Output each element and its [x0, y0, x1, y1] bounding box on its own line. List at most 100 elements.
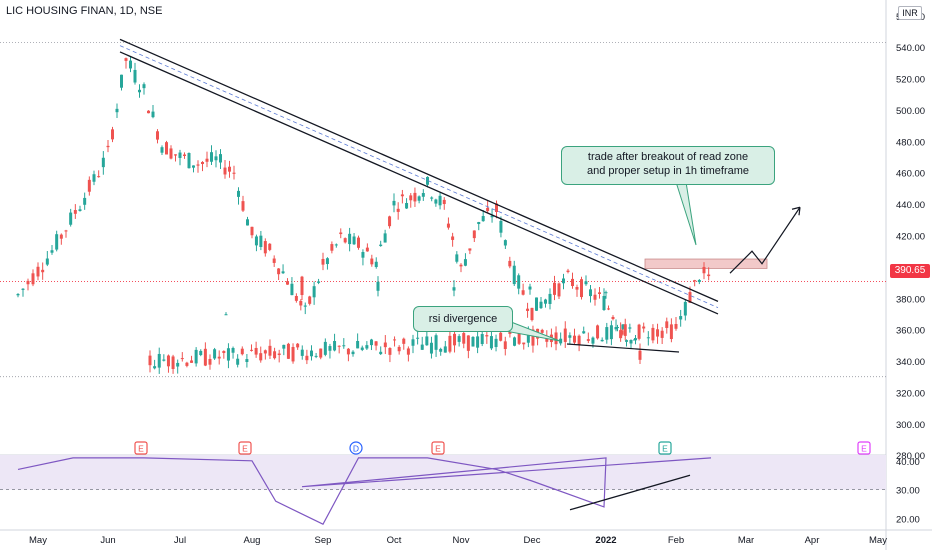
price-tick-label: 480.00 [896, 137, 925, 148]
candle-up [421, 193, 425, 197]
candle-down [124, 58, 128, 61]
candle-up [439, 348, 443, 352]
trade-note-text: trade after breakout of read zone and pr… [586, 151, 750, 177]
candle-down [263, 350, 267, 354]
candle-down [651, 327, 655, 341]
candle-up [219, 154, 222, 163]
currency-badge[interactable]: INR [898, 6, 922, 20]
candle-down [106, 145, 110, 148]
candle-up [476, 336, 480, 348]
candle-up [323, 341, 327, 355]
candle-up [621, 324, 625, 329]
candle-up [120, 74, 123, 88]
candle-up [683, 301, 687, 316]
candle-down [596, 325, 600, 339]
candle-up [314, 355, 318, 357]
candle-down [495, 203, 498, 213]
channel-lower-line [119, 51, 719, 315]
candle-down [222, 351, 226, 353]
rsi-note-callout[interactable]: rsi divergence [413, 306, 513, 332]
candle-down [409, 195, 413, 201]
price-tick-label: 380.00 [896, 294, 925, 305]
candle-up [426, 176, 429, 185]
candle-up [434, 199, 438, 204]
candle-up [376, 281, 380, 291]
candle-up [178, 152, 182, 158]
candle-down [383, 342, 387, 348]
candle-up [236, 358, 240, 365]
candle-up [629, 340, 633, 344]
candle-up [176, 362, 180, 367]
candle-up [609, 325, 613, 340]
price-tick-label: 340.00 [896, 357, 925, 368]
candle-up [477, 222, 481, 225]
earnings-marker-label: E [861, 444, 867, 454]
candle-down [486, 207, 490, 212]
candle-down [305, 355, 309, 361]
candle-down [508, 260, 512, 267]
candle-up [528, 286, 532, 290]
candle-down [205, 158, 209, 162]
candle-up [455, 254, 459, 262]
candle-down [472, 230, 476, 239]
rsi-tick-label: 20.00 [896, 514, 920, 525]
candle-up [480, 334, 484, 345]
candle-down [166, 355, 170, 367]
candle-up [562, 278, 565, 284]
lows-trendline [566, 343, 680, 353]
candle-down [365, 247, 369, 252]
candle-down [250, 226, 254, 236]
candle-down [36, 266, 40, 277]
candle-up [589, 289, 592, 297]
candle-down [321, 258, 325, 265]
candle-up [192, 165, 195, 168]
candle-up [559, 338, 563, 344]
candle-up [361, 252, 365, 258]
candle-down [499, 332, 503, 341]
candle-down [517, 332, 521, 344]
candle-down [462, 333, 466, 344]
candle-down [300, 276, 304, 296]
candle-up [199, 350, 203, 356]
candle-up [481, 216, 485, 222]
trade-note-callout[interactable]: trade after breakout of read zone and pr… [561, 146, 775, 185]
candle-down [277, 268, 281, 275]
rsi-tick-label: 30.00 [896, 486, 920, 497]
candle-down [397, 346, 401, 352]
candle-up [443, 346, 447, 353]
resistance-zone [644, 258, 768, 269]
candle-up [352, 236, 356, 245]
candle-up [328, 346, 332, 351]
candle-down [660, 330, 664, 338]
candle-down [174, 154, 177, 156]
candle-up [379, 244, 383, 247]
candle-down [598, 292, 601, 294]
price-tick-label: 300.00 [896, 420, 925, 431]
earnings-marker [134, 441, 148, 455]
candlestick-series [16, 56, 711, 374]
candle-down [669, 324, 673, 340]
candle-down [571, 278, 574, 287]
candle-down [250, 349, 254, 351]
candle-down [406, 348, 410, 355]
candle-down [232, 172, 236, 174]
candle-down [286, 281, 289, 285]
candle-up [411, 339, 415, 346]
earnings-marker-label: E [242, 444, 248, 454]
time-tick-label: Aug [244, 535, 261, 546]
candle-down [254, 347, 258, 355]
candle-up [214, 156, 218, 161]
candle-down [642, 326, 646, 329]
candle-up [312, 286, 316, 298]
time-tick-label: Sep [315, 535, 332, 546]
time-tick-label: May [29, 535, 47, 546]
candle-down [413, 192, 417, 202]
time-tick-label: Jul [174, 535, 186, 546]
candle-down [201, 162, 204, 165]
candle-up [625, 340, 628, 342]
candle-down [553, 282, 556, 295]
candle-down [702, 266, 706, 274]
candle-down [557, 283, 561, 297]
